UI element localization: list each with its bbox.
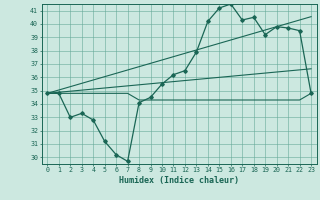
X-axis label: Humidex (Indice chaleur): Humidex (Indice chaleur) [119, 176, 239, 185]
